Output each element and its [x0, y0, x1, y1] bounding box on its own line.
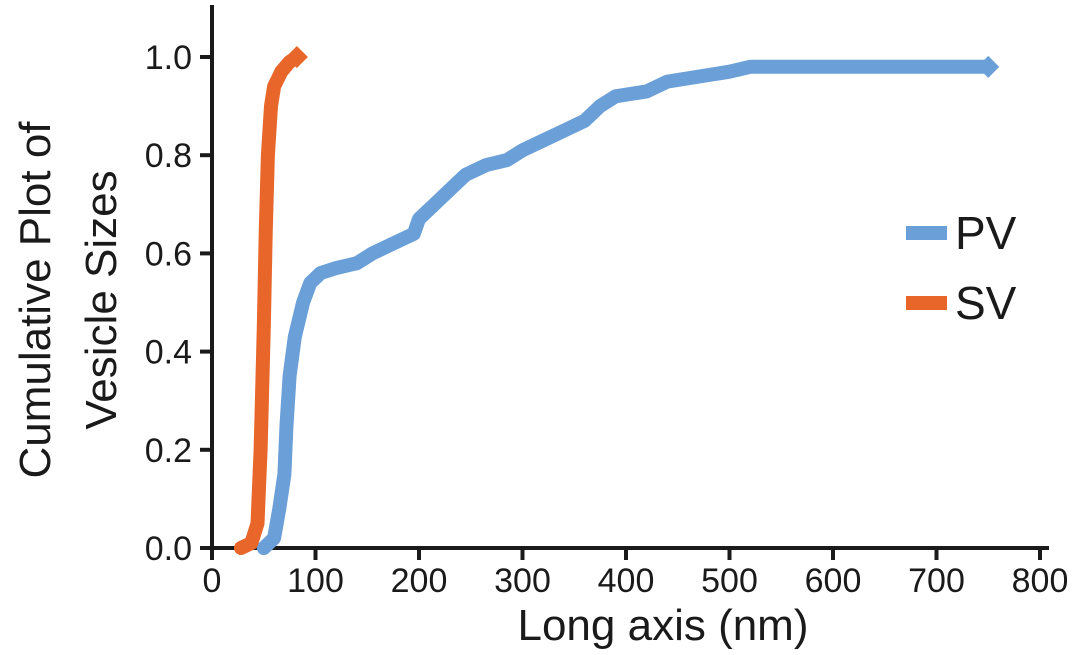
- legend-label-pv: PV: [955, 207, 1017, 259]
- y-tick-label-1.0: 1.0: [145, 39, 192, 77]
- y-tick-label-0.8: 0.8: [145, 137, 192, 175]
- x-tick-label-300: 300: [494, 562, 551, 600]
- y-axis-title-line-2: Vesicle Sizes: [77, 170, 126, 429]
- x-tick-label-400: 400: [598, 562, 655, 600]
- legend: PV SV: [906, 207, 1017, 329]
- y-axis-title: Cumulative Plot of Vesicle Sizes: [11, 121, 126, 479]
- y-tick-label-0.4: 0.4: [145, 334, 192, 372]
- legend-label-sv: SV: [955, 277, 1017, 329]
- series-line-pv: [256, 59, 996, 555]
- x-tick-label-600: 600: [805, 562, 862, 600]
- series-layer: [234, 46, 1000, 555]
- y-ticks: 0.0 0.2 0.4 0.6 0.8 1.0: [145, 39, 212, 568]
- x-tick-label-0: 0: [203, 562, 222, 600]
- series-line-sv: [234, 50, 304, 555]
- x-tick-label-100: 100: [287, 562, 344, 600]
- series-end-marker-pv: [977, 55, 1000, 78]
- axes: [210, 5, 1049, 550]
- y-tick-label-0.0: 0.0: [145, 530, 192, 568]
- x-ticks: 0 100 200 300 400 500 600 700 800: [203, 548, 1069, 600]
- x-tick-label-500: 500: [701, 562, 758, 600]
- y-axis-title-line-1: Cumulative Plot of: [11, 121, 60, 479]
- series-end-marker-sv: [285, 46, 308, 68]
- y-tick-label-0.2: 0.2: [145, 432, 192, 470]
- x-tick-label-200: 200: [391, 562, 448, 600]
- x-tick-label-700: 700: [908, 562, 965, 600]
- x-tick-label-800: 800: [1012, 562, 1069, 600]
- y-tick-label-0.6: 0.6: [145, 235, 192, 273]
- x-axis-title: Long axis (nm): [517, 601, 808, 650]
